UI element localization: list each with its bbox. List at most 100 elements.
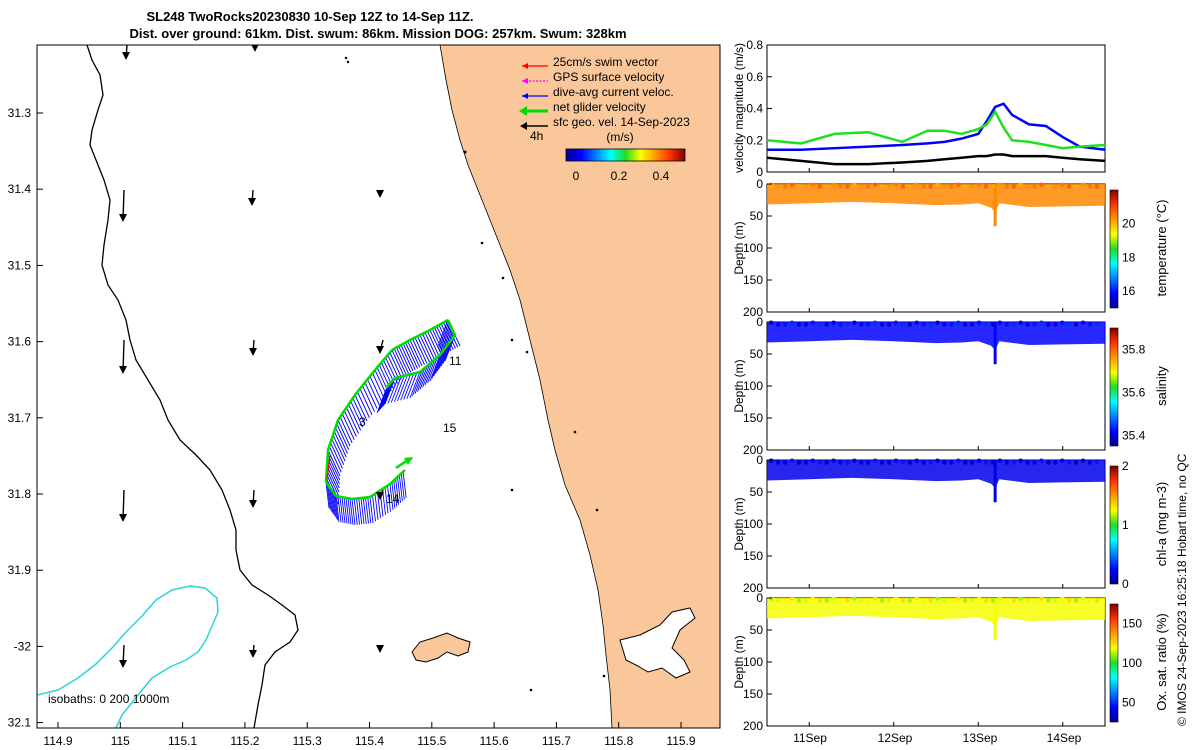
section-surface-sample <box>935 182 940 187</box>
section-surface-sample <box>886 322 892 327</box>
section-surface-sample <box>1080 182 1086 187</box>
dive-avg-vector <box>422 333 435 360</box>
dive-avg-vector <box>435 347 447 374</box>
map-y-ticklabel: 31.9 <box>8 563 32 577</box>
section-surface-sample <box>983 184 989 189</box>
velocity-series-line <box>766 109 1106 150</box>
section-surface-sample <box>866 184 871 189</box>
dive-avg-vector <box>427 356 438 384</box>
section-surface-sample <box>1004 598 1010 603</box>
map-x-ticklabel: 115.9 <box>666 734 695 748</box>
section-surface-sample <box>852 458 857 463</box>
section-surface-sample <box>1066 460 1072 465</box>
section-surface-sample <box>872 182 878 187</box>
dive-avg-vector <box>378 384 390 411</box>
section-surface-sample <box>976 182 982 187</box>
section-surface-sample <box>824 460 829 465</box>
section-surface-sample <box>928 598 933 603</box>
section-surface-sample <box>796 460 802 465</box>
dive-avg-vector <box>357 391 370 419</box>
section-surface-sample <box>914 458 919 463</box>
velocity-ylabel: velocity magnitude (m/s) <box>732 43 746 173</box>
dive-avg-vector <box>380 382 391 410</box>
dive-avg-vector <box>440 325 452 352</box>
vel-ticklabel: 0.4 <box>746 102 763 116</box>
dive-avg-vector <box>400 344 414 372</box>
section-surface-sample <box>1073 598 1079 603</box>
geo-arrow-head <box>248 198 256 206</box>
section-surface-sample <box>949 598 954 603</box>
section-surface-sample <box>1011 460 1016 465</box>
dive-avg-vector <box>412 338 425 365</box>
dive-avg-vector <box>377 385 389 412</box>
section-surface-sample <box>1053 460 1058 465</box>
section-surface-sample <box>1025 598 1030 603</box>
estuary <box>619 607 696 679</box>
section-surface-sample <box>976 596 982 601</box>
colorbar-tick: 0 <box>573 169 580 183</box>
dive-avg-vector <box>439 323 451 350</box>
section-surface-sample <box>969 460 975 465</box>
dive-avg-vector <box>365 497 369 524</box>
section-surface-sample <box>900 598 906 603</box>
section-surface-sample <box>769 458 774 463</box>
dive-avg-vector <box>341 413 355 440</box>
section-surface-sample <box>1018 458 1023 463</box>
section-surface-sample <box>789 596 795 601</box>
dive-avg-vector <box>343 497 348 524</box>
colorbar-ticklabel: 16 <box>1122 284 1136 298</box>
dive-avg-vector <box>364 382 378 409</box>
dive-avg-vector <box>393 480 398 507</box>
section-surface-sample <box>956 596 961 601</box>
dive-avg-vector <box>422 361 433 388</box>
section-surface-sample <box>900 184 906 189</box>
dive-avg-vector <box>337 496 342 523</box>
section-ticklabel: 0 <box>756 591 763 605</box>
section-surface-sample <box>1039 458 1044 463</box>
dive-avg-vector <box>431 352 443 379</box>
section-surface-sample <box>1046 322 1051 327</box>
colorbar-ticklabel: 35.4 <box>1122 428 1146 442</box>
dive-avg-vector <box>354 394 368 422</box>
dive-avg-vector <box>387 377 399 404</box>
dive-avg-vector <box>345 497 350 524</box>
dive-avg-vector <box>332 434 346 462</box>
dive-avg-vector <box>407 341 421 368</box>
section-surface-sample <box>1087 184 1093 189</box>
section-surface-sample <box>782 322 788 327</box>
section-surface-sample <box>810 596 815 601</box>
section-surface-sample <box>1087 322 1093 327</box>
section-surface-sample <box>886 184 892 189</box>
colorbar-ticklabel: 2 <box>1122 459 1129 473</box>
section-panel: 0 50 100 150 200 Depth (m) 35.4 35.6 35.8 salinit… <box>732 315 1169 457</box>
land-mass <box>439 45 720 728</box>
section-surface-sample <box>775 460 781 465</box>
dive-avg-vector <box>427 331 440 358</box>
section-surface-sample <box>935 458 940 463</box>
map-x-ticklabel: 115.8 <box>604 734 633 748</box>
colorbar-ticklabel: 1 <box>1122 518 1129 532</box>
day-label: 11 <box>449 354 462 368</box>
section-surface-sample <box>969 322 975 327</box>
dive-avg-vector <box>335 495 340 523</box>
colorbar-ticklabel: 0 <box>1122 577 1129 591</box>
dive-avg-vector <box>444 334 456 362</box>
dive-avg-vector <box>412 369 423 397</box>
dive-avg-vector <box>374 493 379 520</box>
map-x-ticklabel: 115.3 <box>293 734 322 748</box>
section-surface-sample <box>928 322 933 327</box>
dive-avg-vector <box>372 372 385 400</box>
section-surface-sample <box>963 184 968 189</box>
dive-avg-vector <box>382 380 394 407</box>
section-surface-sample <box>1025 184 1030 189</box>
dive-avg-vector <box>349 498 354 525</box>
figure-title-line2: Dist. over ground: 61km. Dist. swum: 86k… <box>129 26 626 41</box>
section-surface-sample <box>782 460 788 465</box>
section-surface-sample <box>1039 320 1044 325</box>
section-ticklabel: 50 <box>750 347 764 361</box>
section-surface-sample <box>1032 598 1037 603</box>
section-surface-sample <box>893 458 899 463</box>
section-surface-sample <box>886 460 892 465</box>
map-y-ticks: 31.3 31.4 31.5 31.6 31.7 31.8 31.9 -32 32.1 <box>8 106 43 730</box>
section-surface-sample <box>1032 184 1037 189</box>
